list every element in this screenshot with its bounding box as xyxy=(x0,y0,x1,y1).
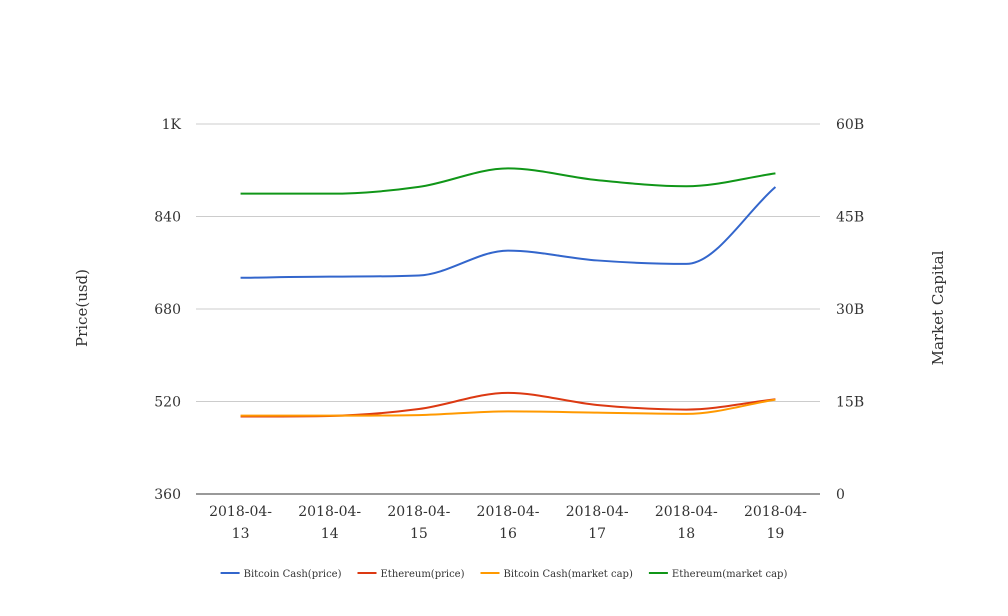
right-axis-title: Market Capital xyxy=(929,250,947,365)
x-tick-label: 2018-04-19 xyxy=(744,504,807,542)
left-tick-label: 1K xyxy=(162,117,182,133)
right-tick-label: 60B xyxy=(836,117,864,133)
legend-label: Ethereum(price) xyxy=(381,569,465,580)
x-tick-label: 2018-04-15 xyxy=(387,504,450,542)
x-tick-label: 2018-04-13 xyxy=(209,504,272,542)
left-tick-label: 360 xyxy=(154,487,181,503)
right-tick-label: 0 xyxy=(836,487,845,503)
left-tick-label: 520 xyxy=(154,395,181,411)
x-tick-label: 2018-04-14 xyxy=(298,504,361,542)
legend-item: Bitcoin Cash(price) xyxy=(220,569,342,580)
legend: Bitcoin Cash(price) Ethereum(price) Bitcoi… xyxy=(220,569,788,580)
right-tick-label: 15B xyxy=(836,395,864,411)
grid-lines xyxy=(196,123,820,402)
axes: 360 520 680 840 1K 0 15B 30B 45B 60B 2018-04-13 201… xyxy=(154,117,864,542)
legend-item: Bitcoin Cash(market cap) xyxy=(480,569,633,580)
legend-label: Bitcoin Cash(price) xyxy=(244,569,342,580)
left-tick-label: 680 xyxy=(154,302,181,318)
series-line-bitcoin-cash-price xyxy=(240,186,777,279)
series-line-bitcoin-cash-market-cap xyxy=(240,398,776,417)
legend-label: Bitcoin Cash(market cap) xyxy=(504,569,633,580)
series-line-ethereum-market-cap xyxy=(240,167,776,195)
x-tick-label: 2018-04-16 xyxy=(477,504,540,542)
left-tick-label: 840 xyxy=(154,210,181,226)
x-tick-label: 2018-04-18 xyxy=(655,504,718,542)
x-tick-label: 2018-04-17 xyxy=(566,504,629,542)
left-axis-title: Price(usd) xyxy=(73,269,91,347)
legend-item: Ethereum(price) xyxy=(357,569,465,580)
right-tick-label: 30B xyxy=(836,302,864,318)
legend-item: Ethereum(market cap) xyxy=(648,569,788,580)
legend-label: Ethereum(market cap) xyxy=(672,569,788,580)
plot-area xyxy=(240,167,777,418)
right-tick-label: 45B xyxy=(836,210,864,226)
